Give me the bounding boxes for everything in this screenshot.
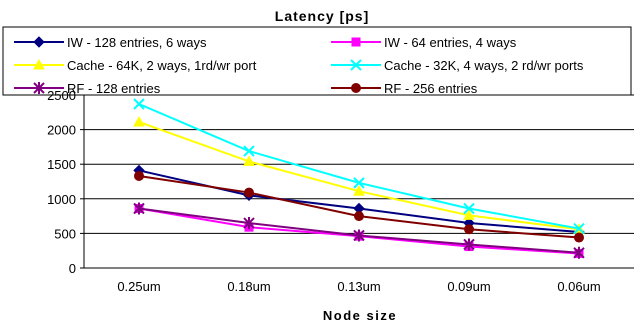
x-axis-ticks: 0.25um 0.18um 0.13um 0.09um 0.06um (117, 279, 600, 294)
y-tick-label-1500: 1500 (47, 157, 76, 172)
data-point-3-3 (463, 202, 475, 215)
legend-label-2: Cache - 64K, 2 ways, 1rd/wr port (67, 58, 257, 73)
data-point-5-4 (574, 232, 584, 243)
series-line-0 (138, 169, 580, 234)
x-tick-label-0.09um: 0.09um (447, 279, 490, 294)
gridlines (84, 94, 634, 234)
data-point-5-0 (134, 170, 144, 181)
legend-marker-3 (350, 59, 362, 71)
legend-item-2: Cache - 64K, 2 ways, 1rd/wr port (14, 58, 257, 73)
legend-marker-4 (33, 82, 45, 94)
x-tick-label-0.06um: 0.06um (557, 279, 600, 294)
legend-label-3: Cache - 32K, 4 ways, 2 rd/wr ports (384, 58, 584, 73)
legend-label-5: RF - 256 entries (384, 81, 478, 96)
x-tick-label-0.25um: 0.25um (117, 279, 160, 294)
data-point-5-2 (354, 211, 364, 222)
x-tick-label-0.18um: 0.18um (227, 279, 270, 294)
data-point-4-0 (133, 202, 145, 215)
legend-item-3: Cache - 32K, 4 ways, 2 rd/wr ports (331, 58, 584, 73)
chart-title: Latency [ps] (275, 8, 369, 24)
legend-label-4: RF - 128 entries (67, 81, 161, 96)
series-2 (133, 115, 585, 234)
data-point-3-2 (353, 177, 365, 189)
data-point-3-1 (243, 145, 255, 157)
legend-label-0: IW - 128 entries, 6 ways (67, 35, 207, 50)
series-0 (133, 164, 585, 238)
data-point-3-4 (573, 222, 585, 235)
y-tick-label-2000: 2000 (47, 123, 76, 138)
series-3 (133, 98, 585, 235)
data-point-3-0 (133, 98, 145, 110)
legend-item-5: RF - 256 entries (331, 81, 478, 96)
data-point-4-4 (573, 246, 585, 259)
legend-item-4: RF - 128 entries (14, 81, 161, 96)
data-point-4-2 (353, 229, 365, 242)
y-tick-label-1000: 1000 (47, 192, 76, 207)
legend-marker-5 (351, 83, 361, 93)
series-layer (133, 98, 585, 259)
data-point-2-0 (133, 115, 145, 127)
legend-item-0: IW - 128 entries, 6 ways (14, 35, 207, 50)
data-point-5-3 (464, 224, 474, 235)
legend-marker-0 (33, 36, 45, 48)
y-tick-label-0: 0 (69, 261, 76, 276)
series-4 (133, 202, 585, 259)
y-axis-ticks: 0 500 1000 1500 2000 2500 (47, 88, 84, 276)
legend: IW - 128 entries, 6 ways IW - 64 entries,… (14, 35, 584, 96)
data-point-4-1 (243, 217, 255, 230)
data-point-5-1 (244, 187, 254, 198)
data-point-4-3 (463, 238, 475, 251)
x-tick-label-0.13um: 0.13um (337, 279, 380, 294)
legend-label-1: IW - 64 entries, 4 ways (384, 35, 517, 50)
legend-marker-1 (351, 37, 361, 47)
y-tick-label-500: 500 (54, 226, 76, 241)
data-point-2-3 (463, 209, 475, 220)
x-axis-label: Node size (323, 308, 397, 323)
legend-box (2, 26, 632, 96)
legend-marker-2 (33, 58, 45, 70)
series-5 (134, 170, 584, 243)
data-point-2-1 (243, 155, 255, 166)
legend-item-1: IW - 64 entries, 4 ways (331, 35, 517, 50)
y-tick-label-2500: 2500 (47, 88, 76, 103)
data-point-2-2 (353, 185, 365, 196)
